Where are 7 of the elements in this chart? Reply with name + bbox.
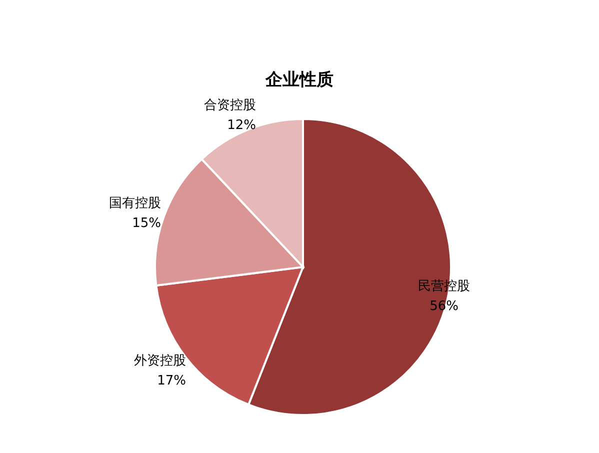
slice-label: 外资控股 xyxy=(134,354,186,369)
data-label: 12% xyxy=(227,118,256,133)
chart-title: 企业性质 xyxy=(264,69,334,91)
slice-label: 合资控股 xyxy=(204,98,256,113)
slice-label: 国有控股 xyxy=(109,196,162,211)
data-label: 17% xyxy=(157,374,186,389)
data-label: 15% xyxy=(132,216,162,231)
